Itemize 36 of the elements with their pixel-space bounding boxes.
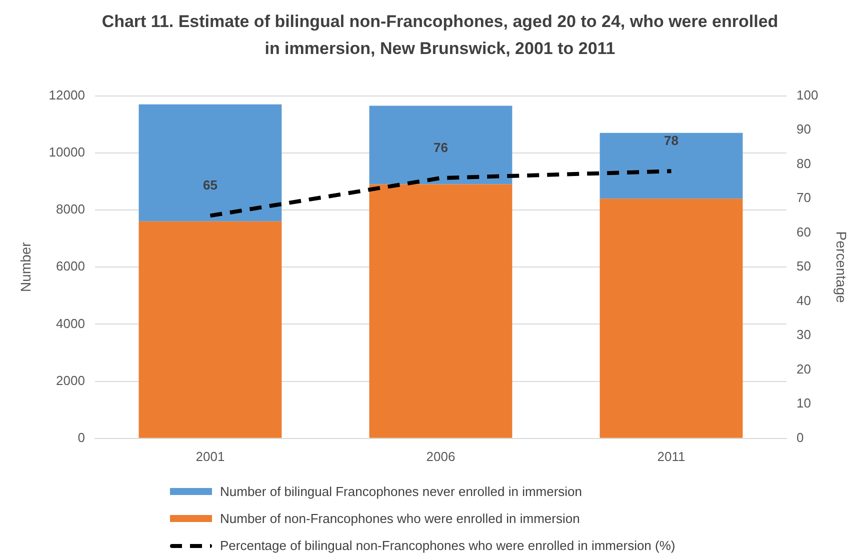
x-tick-label: 2001: [196, 448, 225, 464]
y-tick-label: 4000: [56, 316, 85, 331]
y-tick-label: 6000: [56, 258, 85, 274]
bar: [369, 184, 512, 438]
y2-tick-label: 10: [796, 396, 811, 411]
y-tick-label: 12000: [48, 87, 85, 102]
y2-tick-label: 40: [796, 292, 811, 308]
y2-tick-label: 30: [796, 327, 811, 342]
y2-tick-label: 20: [796, 361, 811, 376]
y2-tick-label: 90: [796, 122, 811, 137]
bar: [138, 104, 282, 222]
y2-tick-label: 100: [796, 87, 818, 102]
data-label: 65: [202, 178, 218, 193]
y2-axis-title: Percentage: [834, 231, 850, 304]
y2-tick-label: 80: [796, 156, 811, 171]
y-tick-label: 0: [78, 430, 85, 445]
bar: [600, 198, 743, 438]
legend-label: Number of bilingual Francophones never enrolled in immersion: [220, 484, 582, 499]
bar: [138, 221, 282, 438]
data-label: 78: [664, 133, 678, 148]
data-label: 76: [433, 140, 448, 156]
bar: [369, 106, 512, 184]
y2-tick-label: 0: [796, 430, 804, 445]
y-axis-title: Number: [17, 242, 34, 292]
y-tick-label: 8000: [56, 202, 85, 217]
y-tick-label: 2000: [56, 372, 85, 388]
bar: [600, 132, 743, 199]
chart-title: Chart 11. Estimate of bilingual non-Francophones, aged 20 to 24, who were enrolled in immersion, New Brunswick, 2001 to 2011: [100, 11, 780, 60]
x-tick-label: 2006: [426, 448, 456, 464]
y2-tick-label: 60: [796, 224, 811, 240]
legend-label: Percentage of bilingual non-Francophones who were enrolled in immersion (%): [220, 538, 676, 553]
y2-tick-label: 50: [796, 258, 811, 274]
y-tick-label: 10000: [48, 144, 85, 160]
y2-tick-label: 70: [796, 190, 811, 206]
x-tick-label: 2011: [657, 448, 686, 464]
legend-label: Number of non-Francophones who were enrolled in immersion: [220, 511, 580, 526]
